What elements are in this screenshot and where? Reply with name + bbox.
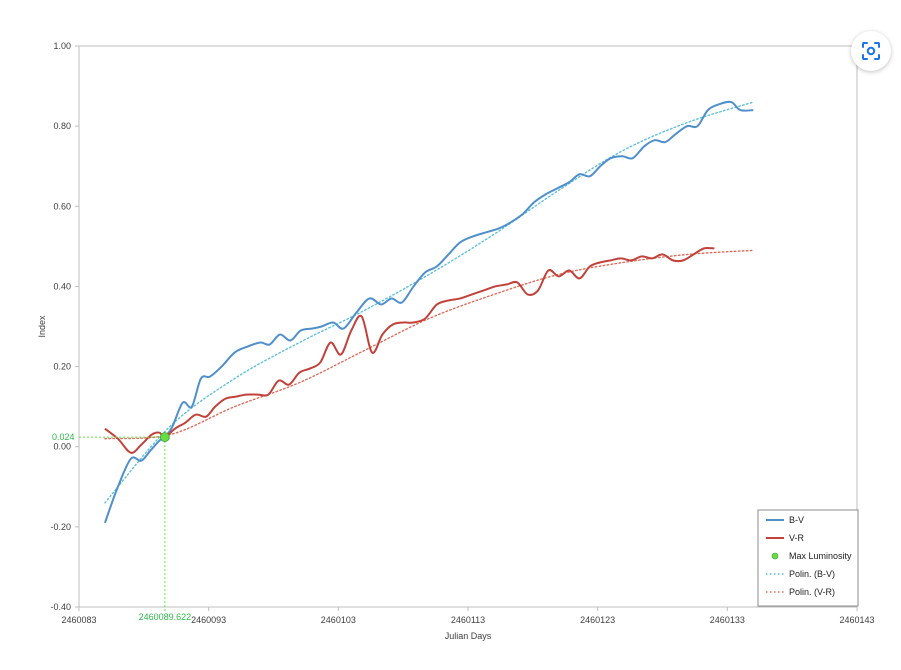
legend-label-polin-b-v: Polin. (B-V) [789, 569, 835, 579]
legend-label-polin-v-r: Polin. (V-R) [789, 587, 835, 597]
y-tick-label: 0.40 [53, 281, 71, 291]
max-luminosity-point [159, 432, 170, 442]
series-line-b-v [103, 100, 754, 524]
lens-search-icon [862, 42, 880, 60]
x-tick-label: 2460093 [191, 615, 226, 625]
y-tick-label: 0.00 [53, 442, 71, 452]
legend-label-b-v: B-V [789, 515, 804, 525]
lens-search-button[interactable] [851, 31, 891, 71]
x-axis-title: Julian Days [445, 631, 492, 641]
x-tick-label: 2460113 [451, 615, 485, 625]
legend: B-V V-R Max Luminosity Polin. (B-V) Polin. (… [757, 509, 859, 607]
series-layer [103, 100, 754, 524]
max-luminosity-y-label: 0.024 [52, 432, 75, 442]
x-tick-label: 2460103 [321, 615, 356, 625]
x-tick-label: 2460143 [839, 615, 874, 625]
trendline-v-r [104, 249, 754, 440]
x-tick-label: 2460123 [580, 615, 615, 625]
x-tick-label: 2460133 [710, 615, 745, 625]
legend-swatch-max-luminosity [771, 552, 779, 560]
y-tick-label: 0.20 [53, 362, 71, 372]
legend-label-max-luminosity: Max Luminosity [789, 551, 852, 561]
y-axis-title: Index [37, 315, 47, 338]
max-luminosity-x-label: 2460089.622 [139, 612, 192, 622]
legend-label-v-r: V-R [789, 533, 805, 543]
y-tick-label: 1.00 [53, 41, 71, 51]
y-tick-label: 0.80 [53, 121, 71, 131]
series-line-v-r [104, 246, 715, 454]
trendline-b-v [104, 101, 754, 504]
annotation-layer: 0.024 2460089.622 [52, 432, 191, 622]
axes: 2460083 2460093 2460103 2460113 2460123 24601… [50, 41, 874, 625]
x-tick-label: 2460083 [61, 615, 96, 625]
y-tick-label: 0.60 [53, 201, 71, 211]
y-tick-label: -0.20 [50, 522, 71, 532]
y-tick-label: -0.40 [50, 602, 71, 612]
